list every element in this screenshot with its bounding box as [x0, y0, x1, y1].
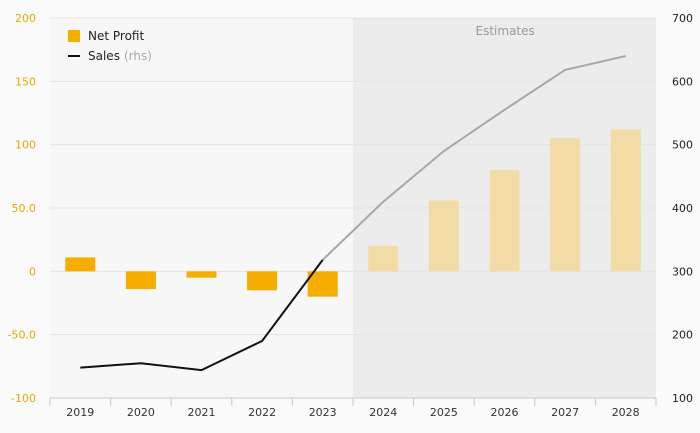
right-axis-tick-label: 100	[672, 392, 693, 405]
legend-label-net-profit: Net Profit	[88, 29, 145, 43]
right-axis-tick-label: 400	[672, 202, 693, 215]
right-axis-tick-label: 300	[672, 265, 693, 278]
bar-net-profit	[247, 271, 278, 291]
legend-label-sales: Sales	[88, 49, 120, 63]
left-axis-tick-label: 100	[15, 139, 36, 152]
bar-net-profit	[428, 200, 459, 272]
legend-swatch-net-profit	[68, 30, 80, 42]
x-axis-tick-label: 2020	[127, 406, 155, 419]
right-axis-tick-label: 600	[672, 75, 693, 88]
bar-net-profit	[65, 257, 96, 272]
x-axis-tick-label: 2028	[612, 406, 640, 419]
legend-swatch-sales	[68, 55, 80, 57]
bar-net-profit	[186, 271, 217, 278]
left-axis-tick-label: 50.0	[12, 202, 37, 215]
right-axis-tick-label: 700	[672, 12, 693, 25]
x-axis-tick-label: 2019	[66, 406, 94, 419]
left-axis-tick-label: -50.0	[8, 329, 36, 342]
x-axis-tick-label: 2022	[248, 406, 276, 419]
x-axis-tick-label: 2025	[430, 406, 458, 419]
bar-net-profit	[307, 271, 338, 297]
x-axis-tick-label: 2023	[309, 406, 337, 419]
bar-net-profit	[125, 271, 156, 290]
legend-label-sales-suffix: (rhs)	[123, 49, 152, 63]
legend-item-net-profit: Net Profit	[68, 26, 152, 46]
legend: Net Profit Sales (rhs)	[68, 26, 152, 66]
x-axis-tick-label: 2021	[188, 406, 216, 419]
bar-net-profit	[368, 246, 399, 272]
right-axis-tick-label: 500	[672, 139, 693, 152]
bar-net-profit	[610, 129, 641, 272]
x-axis-tick-label: 2027	[551, 406, 579, 419]
left-axis-tick-label: 150	[15, 75, 36, 88]
bar-net-profit	[489, 170, 520, 272]
left-axis-tick-label: 200	[15, 12, 36, 25]
sales-line-actual	[80, 259, 324, 372]
estimates-label: Estimates	[475, 24, 535, 38]
sales-line-estimate	[322, 55, 626, 261]
left-axis-tick-label: 0	[29, 265, 36, 278]
x-axis-tick-label: 2026	[491, 406, 519, 419]
left-axis-tick-label: -100	[11, 392, 36, 405]
x-axis-tick-label: 2024	[369, 406, 397, 419]
bar-net-profit	[550, 138, 581, 272]
legend-item-sales: Sales (rhs)	[68, 46, 152, 66]
right-axis-tick-label: 200	[672, 329, 693, 342]
